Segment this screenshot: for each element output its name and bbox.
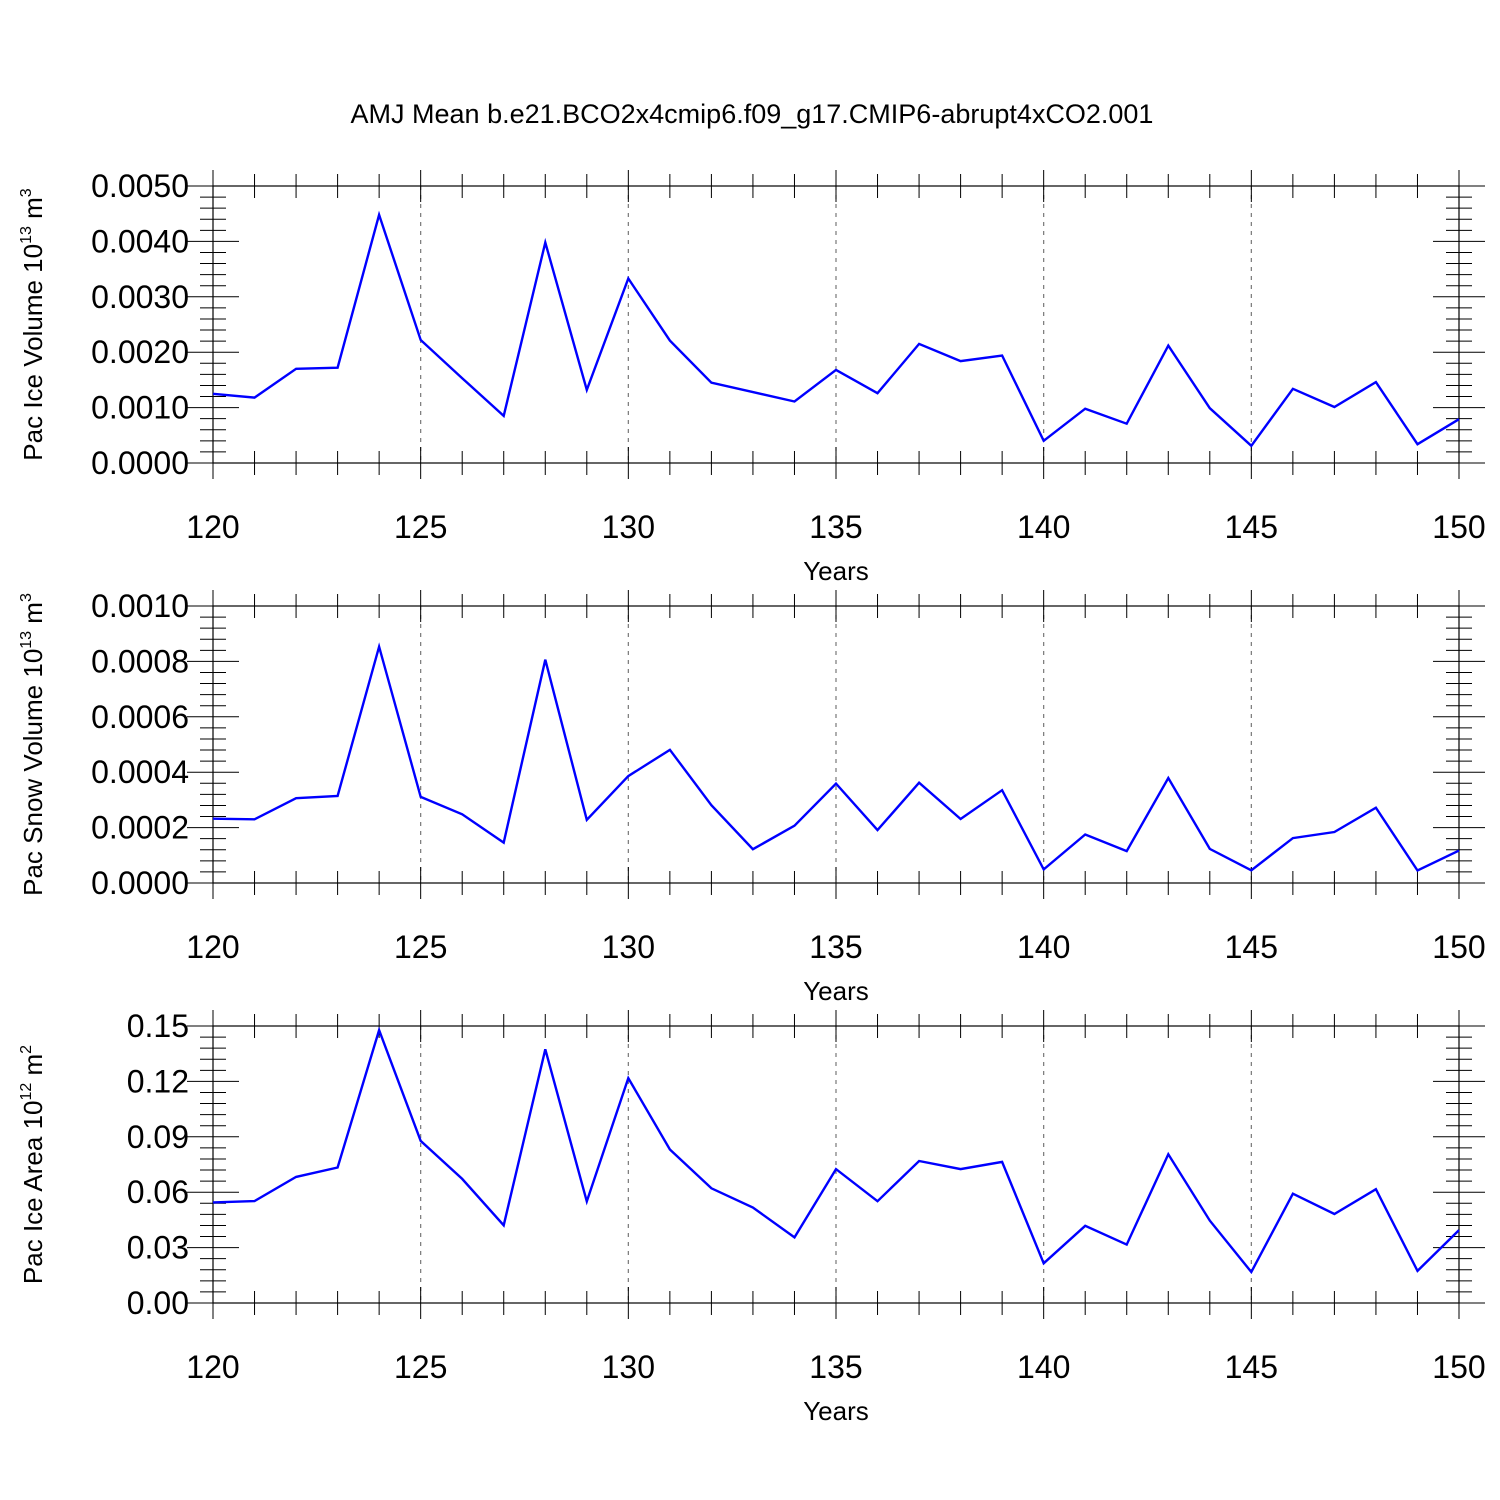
y-axis-label-unit: m	[18, 197, 48, 226]
y-axis-label: Pac Snow Volume 1013 m3	[18, 593, 48, 896]
x-axis-label: Years	[803, 556, 869, 586]
y-tick-label: 0.0050	[91, 168, 189, 204]
x-tick-label: 120	[186, 929, 239, 965]
x-tick-label: 150	[1432, 509, 1485, 545]
x-tick-label: 120	[186, 1349, 239, 1385]
y-axis-label-unit-exponent: 3	[18, 593, 35, 602]
x-tick-label: 140	[1017, 1349, 1070, 1385]
x-tick-label: 130	[602, 509, 655, 545]
x-tick-label: 135	[809, 1349, 862, 1385]
x-tick-label: 150	[1432, 1349, 1485, 1385]
y-tick-label: 0.0002	[91, 810, 189, 846]
x-tick-label: 135	[809, 509, 862, 545]
y-tick-label: 0.00	[127, 1285, 189, 1321]
y-tick-label: 0.0010	[91, 588, 189, 624]
y-tick-label: 0.0004	[91, 754, 189, 790]
x-tick-label: 145	[1225, 1349, 1278, 1385]
y-axis-label-exponent: 12	[18, 1083, 35, 1101]
y-axis-label-unit-exponent: 2	[18, 1045, 35, 1054]
x-axis-label: Years	[803, 1396, 869, 1426]
y-axis-label-text: Pac Ice Volume 10	[18, 244, 48, 461]
y-axis-label: Pac Ice Area 1012 m2	[18, 1045, 48, 1284]
x-tick-label: 135	[809, 929, 862, 965]
y-tick-label: 0.0010	[91, 390, 189, 426]
y-tick-label: 0.12	[127, 1063, 189, 1099]
chart-panel-2: 0.0000 0.0002 0.0004 0.0006 0.0008 0.0010 120 1…	[18, 588, 1486, 1006]
y-axis-label-unit-exponent: 3	[18, 188, 35, 197]
y-tick-label: 0.09	[127, 1119, 189, 1155]
y-tick-label: 0.0000	[91, 445, 189, 481]
y-tick-label: 0.0040	[91, 223, 189, 259]
y-tick-label: 0.0020	[91, 334, 189, 370]
x-tick-label: 145	[1225, 509, 1278, 545]
y-tick-label: 0.0000	[91, 865, 189, 901]
series-line	[212, 210, 1460, 448]
x-tick-label: 125	[394, 1349, 447, 1385]
x-axis-label: Years	[803, 976, 869, 1006]
x-tick-label: 120	[186, 509, 239, 545]
x-tick-label: 140	[1017, 509, 1070, 545]
y-tick-label: 0.0006	[91, 699, 189, 735]
y-axis-label-text: Pac Ice Area 10	[18, 1101, 48, 1285]
x-tick-label: 125	[394, 929, 447, 965]
figure-title: AMJ Mean b.e21.BCO2x4cmip6.f09_g17.CMIP6…	[351, 99, 1154, 129]
series-line	[212, 642, 1460, 873]
y-tick-label: 0.0008	[91, 643, 189, 679]
chart-panel-1: 0.0000 0.0010 0.0020 0.0030 0.0040 0.0050 120 1…	[18, 168, 1486, 586]
x-tick-label: 130	[602, 1349, 655, 1385]
y-axis-label-unit: m	[18, 1054, 48, 1083]
y-axis-label: Pac Ice Volume 1013 m3	[18, 188, 48, 461]
x-tick-label: 150	[1432, 929, 1485, 965]
y-axis-label-text: Pac Snow Volume 10	[18, 649, 48, 896]
y-axis-label-exponent: 13	[18, 631, 35, 649]
y-tick-label: 0.0030	[91, 279, 189, 315]
x-tick-label: 130	[602, 929, 655, 965]
panels: 0.0000 0.0010 0.0020 0.0030 0.0040 0.0050 120 1…	[18, 168, 1486, 1426]
x-tick-label: 145	[1225, 929, 1278, 965]
y-tick-label: 0.15	[127, 1008, 189, 1044]
series-line	[212, 1026, 1460, 1275]
y-tick-label: 0.06	[127, 1174, 189, 1210]
y-tick-label: 0.03	[127, 1230, 189, 1266]
y-axis-label-unit: m	[18, 602, 48, 631]
x-tick-label: 140	[1017, 929, 1070, 965]
y-axis-label-exponent: 13	[18, 226, 35, 244]
chart-panel-3: 0.00 0.03 0.06 0.09 0.12 0.15 120 125 130 135 140 1…	[18, 1008, 1486, 1426]
x-tick-label: 125	[394, 509, 447, 545]
